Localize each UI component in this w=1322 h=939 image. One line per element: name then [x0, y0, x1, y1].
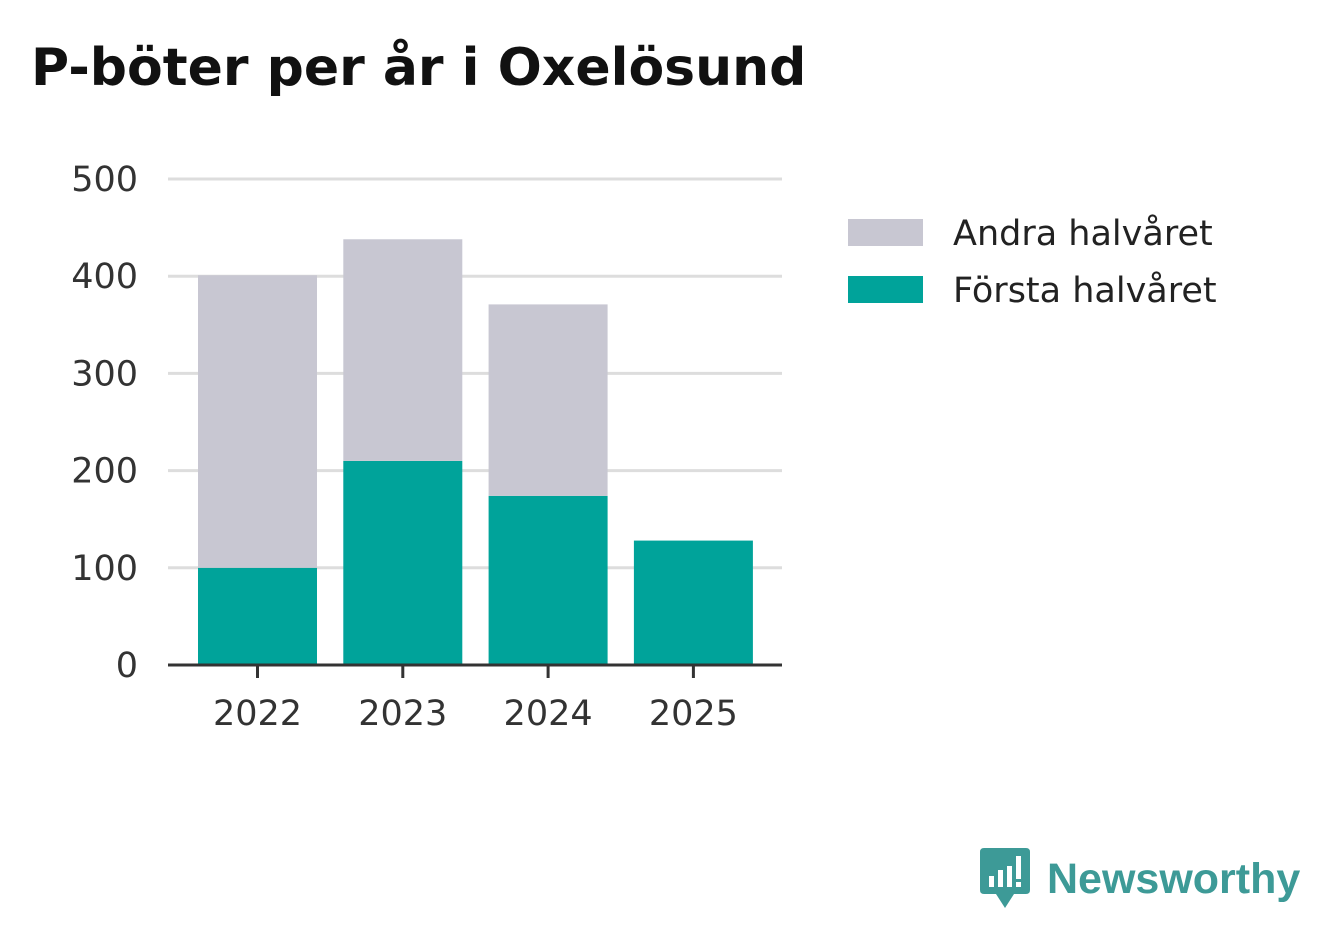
- legend-label: Första halvåret: [953, 270, 1217, 311]
- y-tick-label: 200: [71, 452, 138, 492]
- y-tick-label: 100: [71, 549, 138, 589]
- x-tick-label: 2024: [504, 694, 593, 734]
- bar-first-half-2023: [343, 460, 463, 665]
- y-tick-label: 0: [116, 646, 138, 686]
- legend-swatch: [848, 219, 923, 246]
- bar-first-half-2025: [633, 540, 753, 665]
- brand-footer: Newsworthy: [980, 848, 1300, 910]
- bar-first-half-2024: [488, 495, 608, 665]
- chart-title: P-böter per år i Oxelösund: [31, 38, 807, 98]
- y-tick-label: 500: [71, 160, 138, 200]
- bar-second-half-2023: [343, 239, 463, 461]
- legend-swatch: [848, 276, 923, 303]
- x-axis-ticks: 2022 2023 2024 2025: [213, 665, 738, 734]
- legend-label: Andra halvåret: [953, 213, 1213, 254]
- y-tick-label: 400: [71, 257, 138, 297]
- legend: Andra halvåret Första halvåret: [848, 213, 1217, 311]
- y-tick-label: 300: [71, 354, 138, 394]
- x-tick-label: 2022: [213, 694, 302, 734]
- brand-name: Newsworthy: [1047, 854, 1301, 903]
- bars: [198, 239, 753, 665]
- x-tick-label: 2023: [358, 694, 447, 734]
- bar-second-half-2022: [198, 275, 317, 568]
- bar-second-half-2024: [488, 304, 608, 496]
- y-axis-ticks: 0 100 200 300 400 500: [71, 160, 138, 686]
- x-tick-label: 2025: [649, 694, 738, 734]
- newsworthy-logo-icon: [980, 848, 1030, 908]
- bar-first-half-2022: [198, 567, 317, 665]
